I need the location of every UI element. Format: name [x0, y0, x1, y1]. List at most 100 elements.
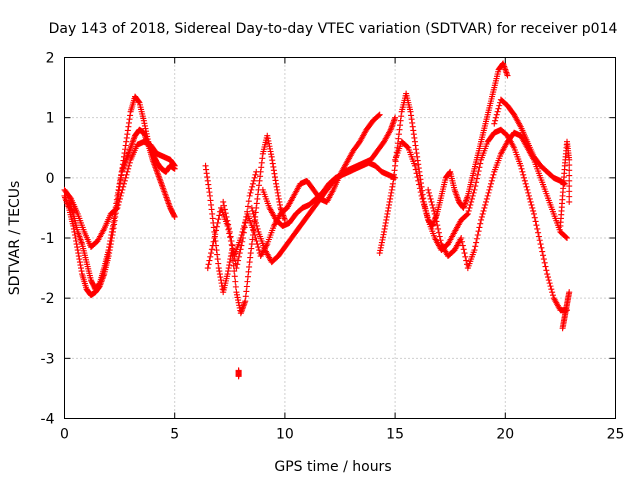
series-sat-f: [248, 114, 399, 266]
data-point: [208, 201, 215, 208]
data-point: [394, 140, 401, 147]
data-point: [417, 189, 424, 196]
data-point: [248, 186, 255, 193]
series-sat-l: [557, 138, 573, 229]
data-point: [472, 243, 479, 250]
data-point: [466, 204, 473, 211]
data-point: [234, 294, 241, 301]
data-point: [264, 132, 271, 139]
data-point: [531, 214, 538, 221]
data-point: [435, 229, 442, 236]
data-point: [477, 220, 484, 227]
data-point: [225, 265, 232, 272]
data-point: [460, 246, 467, 253]
data-point: [521, 174, 528, 181]
data-point: [74, 247, 81, 254]
data-point: [566, 172, 573, 179]
data-point: [495, 105, 502, 112]
data-point: [106, 244, 113, 251]
data-point: [206, 192, 213, 199]
series-sat-m: [559, 289, 573, 332]
data-point: [482, 201, 489, 208]
data-point: [123, 171, 130, 178]
data-point: [213, 223, 220, 230]
data-point: [77, 262, 84, 269]
data-point: [116, 198, 123, 205]
data-point: [244, 208, 251, 215]
series-sat-c: [61, 138, 178, 251]
data-point: [504, 72, 511, 79]
data-point: [211, 235, 218, 241]
x-tick-label: 10: [276, 427, 294, 443]
data-point: [253, 200, 260, 207]
data-point: [408, 116, 415, 123]
data-point: [224, 217, 231, 224]
data-point: [410, 131, 417, 138]
data-point: [258, 164, 265, 171]
data-point: [242, 298, 249, 305]
data-point: [273, 183, 280, 190]
data-point: [384, 207, 391, 214]
data-point: [541, 259, 548, 266]
y-tick-label: 1: [46, 111, 55, 127]
data-point: [209, 242, 216, 249]
data-point: [481, 204, 488, 211]
data-point: [548, 286, 555, 293]
data-point: [122, 174, 129, 181]
data-point: [250, 210, 257, 217]
data-point: [235, 297, 242, 304]
data-point: [435, 225, 442, 232]
data-point: [241, 224, 248, 231]
data-point: [78, 268, 85, 275]
data-point: [425, 189, 432, 196]
data-point: [124, 127, 131, 134]
data-point: [216, 271, 223, 278]
data-point: [429, 201, 436, 208]
data-point: [485, 189, 492, 196]
data-point: [426, 192, 433, 199]
data-point: [270, 167, 277, 174]
data-point: [461, 250, 468, 257]
data-point: [117, 192, 124, 199]
data-point: [265, 140, 272, 147]
data-point: [267, 148, 274, 155]
data-point: [413, 146, 420, 153]
data-point: [254, 191, 261, 198]
data-point: [533, 222, 540, 229]
data-point: [468, 198, 475, 205]
data-point: [233, 265, 240, 272]
data-point: [248, 204, 255, 211]
data-point: [231, 268, 238, 275]
data-point: [377, 247, 384, 254]
data-point: [470, 189, 477, 196]
data-point: [427, 195, 434, 202]
data-point: [518, 165, 525, 172]
data-point: [391, 167, 398, 174]
data-point: [540, 256, 547, 263]
data-point: [76, 259, 83, 266]
data-point: [247, 250, 254, 257]
data-point: [121, 150, 128, 157]
data-point: [220, 198, 227, 205]
data-point: [545, 274, 552, 281]
data-point: [252, 171, 259, 178]
data-point: [530, 210, 537, 217]
data-point: [532, 218, 539, 225]
data-point: [380, 231, 387, 238]
data-point: [253, 238, 260, 245]
data-point: [109, 222, 116, 229]
data-point: [488, 177, 495, 184]
data-point: [381, 228, 388, 235]
y-tick-label: 2: [46, 51, 55, 67]
data-point: [375, 112, 382, 119]
data-point: [387, 192, 394, 199]
data-point: [251, 213, 258, 220]
data-point: [437, 237, 444, 244]
data-point: [413, 150, 420, 157]
data-point: [388, 186, 395, 193]
data-point: [225, 268, 232, 275]
x-tick-label: 0: [60, 427, 69, 443]
data-point: [214, 219, 221, 226]
data-point: [404, 143, 411, 150]
data-point: [419, 195, 426, 202]
